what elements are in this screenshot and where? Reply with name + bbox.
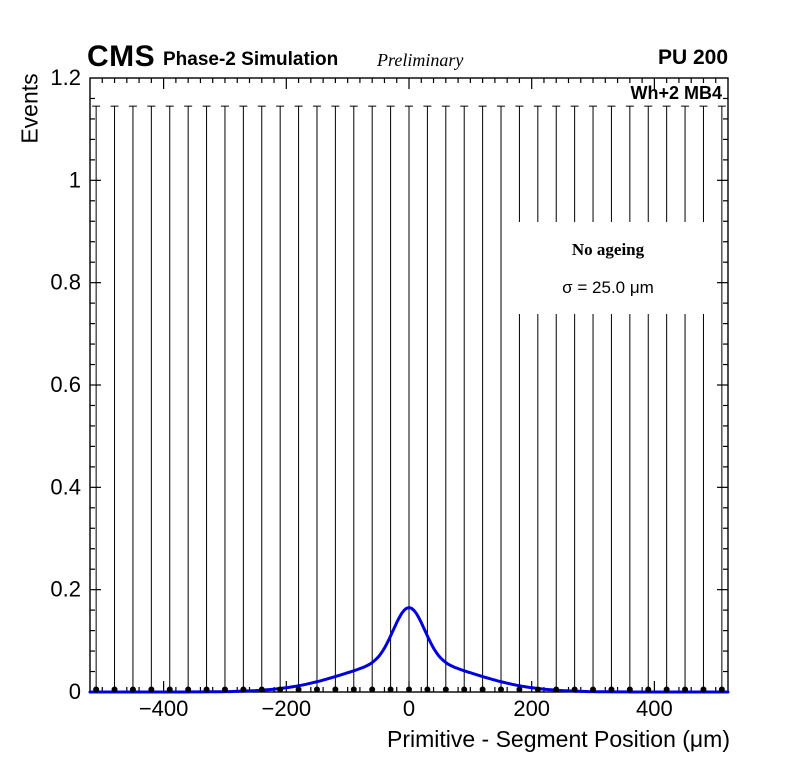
data-point-marker bbox=[166, 686, 173, 693]
data-point-marker bbox=[93, 686, 100, 693]
preliminary-label: Preliminary bbox=[377, 50, 464, 70]
data-point-marker bbox=[185, 686, 192, 693]
data-point-marker bbox=[129, 686, 136, 693]
y-tick-label: 0.4 bbox=[50, 474, 81, 499]
data-point-marker bbox=[148, 686, 155, 693]
y-tick-label: 1 bbox=[69, 167, 81, 192]
legend-ageing-label: No ageing bbox=[571, 240, 645, 259]
y-axis-title: Events bbox=[16, 73, 43, 144]
cms-logo-text: CMS bbox=[87, 40, 156, 73]
data-point-marker bbox=[442, 686, 449, 693]
region-label: Wh+2 MB4 bbox=[630, 83, 722, 103]
error-bars bbox=[92, 105, 726, 690]
data-point-marker bbox=[553, 686, 560, 693]
y-tick-label: 0.8 bbox=[50, 270, 81, 295]
x-axis-title: Primitive - Segment Position (μm) bbox=[386, 726, 730, 752]
data-point-marker bbox=[608, 686, 615, 693]
data-point-marker bbox=[258, 686, 265, 693]
data-point-marker bbox=[498, 686, 505, 693]
data-point-marker bbox=[295, 686, 302, 693]
y-tick-label: 0.6 bbox=[50, 372, 81, 397]
x-tick-label: 400 bbox=[636, 696, 673, 721]
data-point-marker bbox=[645, 686, 652, 693]
data-point-marker bbox=[406, 686, 412, 693]
data-markers bbox=[93, 686, 725, 693]
legend-sigma-label: σ = 25.0 μm bbox=[562, 278, 654, 297]
data-point-marker bbox=[424, 686, 431, 693]
y-tick-label: 0.2 bbox=[50, 577, 81, 602]
simulation-subtitle: Phase-2 Simulation bbox=[163, 49, 339, 70]
tick-labels: −400 −200 0 200 400 0 0.2 0.4 0.6 0.8 1 1.2 bbox=[50, 65, 672, 721]
data-point-marker bbox=[534, 686, 541, 693]
data-point-marker bbox=[682, 686, 689, 693]
y-tick-label: 1.2 bbox=[50, 65, 81, 90]
data-point-marker bbox=[221, 686, 228, 693]
data-point-marker bbox=[111, 686, 118, 693]
fit-curve bbox=[88, 606, 730, 694]
x-tick-label: −400 bbox=[139, 696, 189, 721]
data-point-marker bbox=[663, 686, 670, 693]
data-point-marker bbox=[350, 686, 357, 693]
x-tick-label: 200 bbox=[513, 696, 550, 721]
data-point-marker bbox=[240, 686, 247, 693]
data-point-marker bbox=[332, 686, 339, 693]
y-tick-label: 0 bbox=[69, 679, 81, 704]
data-point-marker bbox=[461, 686, 468, 693]
data-point-marker bbox=[369, 686, 376, 693]
data-point-marker bbox=[516, 686, 523, 693]
data-point-marker bbox=[700, 686, 707, 693]
data-point-marker bbox=[387, 686, 394, 693]
axis-ticks bbox=[90, 78, 728, 692]
data-point-marker bbox=[590, 686, 597, 693]
data-point-marker bbox=[626, 686, 633, 693]
data-point-marker bbox=[718, 686, 725, 693]
data-point-marker bbox=[203, 686, 210, 693]
legend-box bbox=[506, 222, 708, 314]
pileup-label: PU 200 bbox=[657, 46, 728, 69]
x-tick-label: −200 bbox=[262, 696, 312, 721]
data-point-marker bbox=[277, 686, 284, 693]
x-tick-label: 0 bbox=[403, 696, 415, 721]
data-point-marker bbox=[313, 686, 320, 693]
data-point-marker bbox=[479, 686, 486, 693]
data-point-marker bbox=[571, 686, 578, 693]
